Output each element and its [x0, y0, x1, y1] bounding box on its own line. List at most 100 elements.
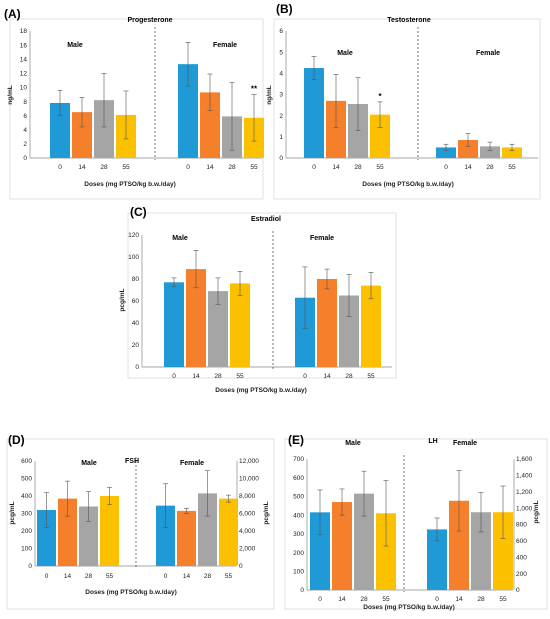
panel-d-ytick-label: 200	[21, 528, 32, 535]
panel-e-xtick-label: 0	[318, 596, 322, 603]
panel-e-title: LH	[428, 438, 437, 445]
panel-e-ytick-right-label: 1,200	[516, 489, 533, 496]
panel-b: (B) Testosterone 0 1 2 3 4 5 6 ng/mL Male 0 14 28 * 55 F…	[266, 2, 541, 200]
panel-b-bar	[348, 104, 368, 158]
panel-d-bar	[58, 498, 77, 566]
panel-b-frame	[273, 18, 541, 200]
panel-e-bar	[471, 512, 491, 590]
panel-e-xtick-label: 0	[435, 596, 439, 603]
panel-d-ytick-right-label: 2,000	[239, 546, 256, 553]
panel-e: (E) LH 0 100 200 300 400 500 600 700 0 200 400 600 800…	[284, 433, 548, 611]
panel-c-ytick-label: 40	[132, 320, 140, 327]
panel-d-bar	[219, 498, 238, 566]
panel-a-significance: **	[251, 85, 258, 94]
panel-a-ylabel: ng/mL	[7, 85, 14, 105]
panel-b-group-label: Female	[476, 50, 500, 57]
panel-c-xtick-label: 0	[172, 373, 176, 380]
panel-d-xtick-label: 28	[204, 573, 212, 580]
panel-e-xtick-label: 55	[499, 596, 507, 603]
panel-b-ytick-label: 4	[279, 71, 283, 78]
panel-d-ytick-label: 0	[28, 563, 32, 570]
panel-d-bar	[156, 505, 175, 566]
panel-e-xtick-label: 28	[477, 596, 485, 603]
panel-d-bar	[100, 496, 119, 566]
panel-c-ytick-label: 100	[128, 254, 139, 261]
panel-b-xtick-label: 0	[444, 164, 448, 171]
panel-d: (D) FSH 0 100 200 300 400 500 600 0 2,000 4,000 6,00…	[6, 433, 275, 610]
panel-d-frame	[6, 438, 275, 610]
panel-b-xtick-label: 0	[312, 164, 316, 171]
panel-d-ytick-right-label: 12,000	[239, 458, 259, 465]
panel-d-ylabel-right: pcg/mL	[263, 501, 270, 524]
panel-b-significance: *	[378, 92, 382, 101]
panel-e-group-label: Female	[453, 440, 477, 447]
panel-e-ytick-right-label: 1,400	[516, 473, 533, 480]
panel-b-bar	[326, 100, 346, 158]
panel-e-bar	[427, 529, 447, 590]
panel-e-bar	[449, 500, 469, 590]
panel-a-xlabel: Doses (mg PTSO/kg b.w./day)	[84, 181, 176, 188]
panel-e-ytick-right-label: 1,600	[516, 456, 533, 463]
panel-c-bar	[295, 297, 315, 367]
panel-d-ytick-right-label: 4,000	[239, 528, 256, 535]
panel-d-xtick-label: 55	[225, 573, 233, 580]
panel-b-bar	[436, 147, 456, 158]
panel-e-bar	[376, 513, 396, 590]
panel-c-bar	[164, 282, 184, 367]
panel-d-ytick-label: 500	[21, 476, 32, 483]
panel-c-xtick-label: 0	[303, 373, 307, 380]
panel-e-ytick-right-label: 1,000	[516, 505, 533, 512]
panel-c-letter: (C)	[130, 205, 147, 219]
panel-a-ytick-label: 2	[23, 141, 27, 148]
panel-a-xtick-label: 0	[58, 164, 62, 171]
panel-b-xtick-label: 55	[508, 164, 516, 171]
panel-d-title: FSH	[125, 458, 139, 465]
panel-d-ytick-right-label: 0	[239, 563, 243, 570]
panel-e-bar	[354, 493, 374, 590]
panel-d-ytick-label: 100	[21, 546, 32, 553]
panel-a-ytick-label: 4	[23, 127, 27, 134]
panel-e-ytick-right-label: 400	[516, 554, 527, 561]
panel-b-bar	[370, 114, 390, 158]
panel-d-xtick-label: 14	[64, 573, 72, 580]
panel-d-bar	[177, 510, 196, 566]
panel-d-ytick-right-label: 10,000	[239, 476, 259, 483]
panel-a-bar	[50, 102, 70, 158]
panel-a-ytick-label: 18	[20, 28, 28, 35]
panel-a-bar	[178, 64, 198, 158]
panel-d-ytick-label: 400	[21, 493, 32, 500]
panel-e-frame	[284, 438, 548, 610]
panel-c-ytick-label: 80	[132, 276, 140, 283]
panel-c-xlabel: Doses (mg PTSO/kg b.w./day)	[215, 387, 307, 394]
panel-b-ytick-label: 0	[279, 155, 283, 162]
panel-b-bar	[480, 146, 500, 158]
panel-a-xtick-label: 28	[228, 164, 236, 171]
panel-a-xtick-label: 28	[100, 164, 108, 171]
panel-a-bar	[200, 92, 220, 158]
panel-d-group-label: Male	[81, 460, 97, 467]
panel-b-group-label: Male	[337, 50, 353, 57]
panel-e-ylabel-right: pcg/mL	[533, 500, 540, 523]
panel-b-bar	[502, 147, 522, 158]
panel-b-xlabel: Doses (mg PTSO/kg b.w./day)	[362, 181, 454, 188]
panel-c-xtick-label: 28	[345, 373, 353, 380]
panel-a-ytick-label: 0	[23, 155, 27, 162]
panel-c-xtick-label: 55	[236, 373, 244, 380]
panel-e-ytick-label: 300	[293, 531, 304, 538]
panel-e-ytick-label: 600	[293, 475, 304, 482]
panel-e-xtick-label: 28	[360, 596, 368, 603]
panel-e-ytick-right-label: 200	[516, 571, 527, 578]
panel-a-title: Progesterone	[127, 17, 172, 24]
panel-e-ytick-label: 100	[293, 568, 304, 575]
panel-a-frame	[9, 18, 264, 200]
panel-b-letter: (B)	[276, 2, 293, 16]
panel-e-group-label: Male	[345, 440, 361, 447]
panel-d-xlabel: Doses (mg PTSO/kg b.w./day)	[85, 589, 177, 596]
panel-c-bar	[317, 279, 337, 367]
panel-a-letter: (A)	[4, 7, 21, 21]
panel-a-bar	[72, 112, 92, 158]
panel-b-bar	[458, 140, 478, 158]
panel-e-ytick-label: 200	[293, 550, 304, 557]
panel-a-xtick-label: 55	[122, 164, 130, 171]
